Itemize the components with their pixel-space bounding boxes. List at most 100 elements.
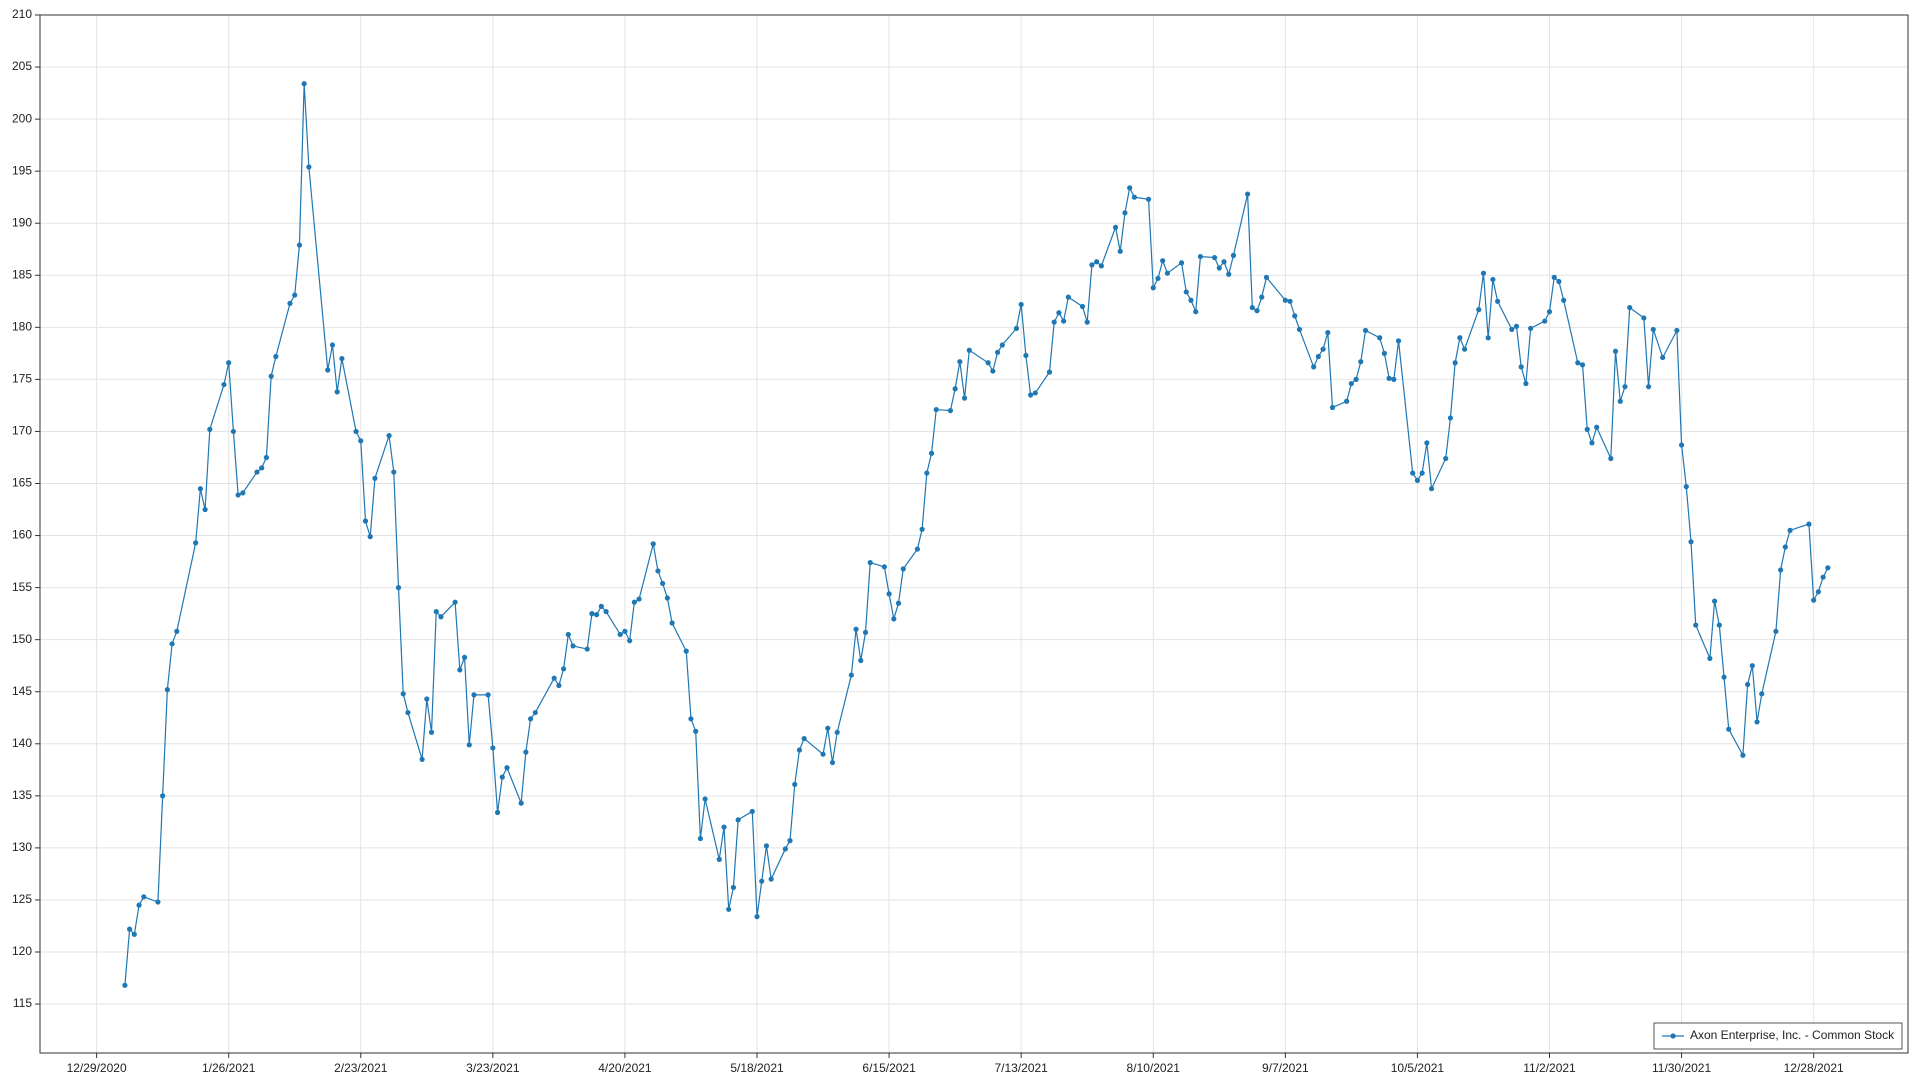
data-point — [1079, 303, 1086, 310]
data-point — [749, 808, 755, 815]
data-point — [556, 682, 562, 689]
x-tick-label: 11/2/2021 — [1523, 1061, 1576, 1075]
data-point — [1018, 301, 1024, 308]
data-point — [504, 765, 510, 771]
data-point — [584, 646, 590, 652]
data-point — [999, 342, 1005, 348]
data-point — [1221, 259, 1227, 265]
data-point — [362, 518, 369, 524]
data-point — [796, 747, 803, 753]
data-point — [1112, 224, 1119, 230]
data-point — [1476, 307, 1482, 313]
data-point — [1745, 681, 1751, 688]
data-point — [518, 800, 524, 806]
data-point — [400, 691, 406, 697]
data-point — [461, 654, 468, 660]
data-point — [1645, 384, 1652, 390]
data-point — [1721, 674, 1727, 680]
data-point — [688, 716, 694, 722]
data-point — [1287, 298, 1293, 304]
data-point — [1325, 329, 1331, 336]
data-point — [367, 534, 373, 540]
data-point — [1589, 440, 1595, 446]
data-point — [1683, 484, 1689, 490]
data-point — [259, 465, 265, 471]
data-point — [1084, 319, 1090, 325]
data-point — [433, 608, 439, 615]
data-point — [1244, 191, 1251, 197]
data-point — [994, 349, 1001, 355]
data-point — [1815, 589, 1821, 595]
data-point — [1480, 270, 1487, 276]
data-point — [1759, 691, 1765, 697]
data-point — [1509, 326, 1515, 333]
legend: Axon Enterprise, Inc. - Common Stock — [1653, 1022, 1903, 1050]
data-point — [914, 546, 920, 552]
data-point — [1023, 352, 1029, 359]
data-point — [782, 846, 788, 852]
y-tick-label: 170 — [12, 424, 32, 438]
x-tick-label: 2/23/2021 — [334, 1061, 388, 1075]
data-point — [1226, 271, 1232, 277]
data-point — [1188, 297, 1194, 303]
data-point — [853, 626, 859, 632]
y-tick-label: 155 — [12, 580, 32, 594]
data-point — [1495, 298, 1501, 304]
data-point — [561, 666, 567, 672]
data-point — [1395, 338, 1402, 344]
data-point — [1296, 326, 1303, 333]
data-point — [1150, 285, 1156, 291]
data-point — [438, 614, 444, 620]
data-point — [754, 914, 760, 920]
data-point — [1117, 248, 1123, 254]
data-point — [1178, 260, 1185, 266]
data-point — [1051, 319, 1057, 325]
data-point — [1259, 294, 1265, 300]
x-tick-label: 8/10/2021 — [1127, 1061, 1181, 1075]
data-point — [697, 835, 704, 842]
y-tick-label: 185 — [12, 267, 32, 281]
data-point — [1579, 362, 1586, 368]
data-point — [1693, 622, 1699, 628]
data-point — [730, 884, 737, 891]
data-point — [1556, 278, 1562, 285]
data-point — [1028, 392, 1034, 398]
data-point — [1056, 310, 1062, 316]
data-point — [1216, 265, 1222, 271]
data-point — [452, 599, 458, 605]
data-point — [1806, 521, 1812, 527]
data-point — [471, 692, 477, 698]
data-point — [895, 600, 902, 606]
data-point — [1155, 275, 1161, 282]
data-point — [127, 926, 133, 932]
data-point — [881, 564, 887, 570]
data-point — [527, 716, 534, 722]
data-point — [1523, 380, 1529, 387]
data-point — [419, 756, 425, 763]
data-point — [726, 906, 732, 912]
data-point — [636, 596, 642, 602]
y-tick-label: 135 — [12, 788, 32, 802]
data-point — [617, 631, 623, 638]
data-point — [1410, 470, 1416, 476]
data-point — [1249, 304, 1255, 311]
data-point — [301, 81, 307, 87]
data-point — [1461, 346, 1468, 352]
data-point — [1513, 323, 1520, 329]
x-tick-label: 6/15/2021 — [862, 1061, 916, 1075]
data-point — [820, 751, 826, 757]
data-point — [263, 454, 270, 461]
data-point — [551, 675, 557, 681]
data-point — [1485, 335, 1491, 341]
data-point — [1612, 348, 1619, 354]
data-point — [136, 902, 142, 908]
data-point — [966, 347, 972, 353]
data-point — [1315, 353, 1321, 360]
data-point — [1773, 628, 1779, 634]
data-point — [226, 360, 232, 366]
data-point — [683, 648, 689, 654]
data-point — [1292, 313, 1298, 319]
data-point — [428, 729, 435, 735]
data-point — [1551, 274, 1557, 280]
data-point — [202, 506, 208, 513]
